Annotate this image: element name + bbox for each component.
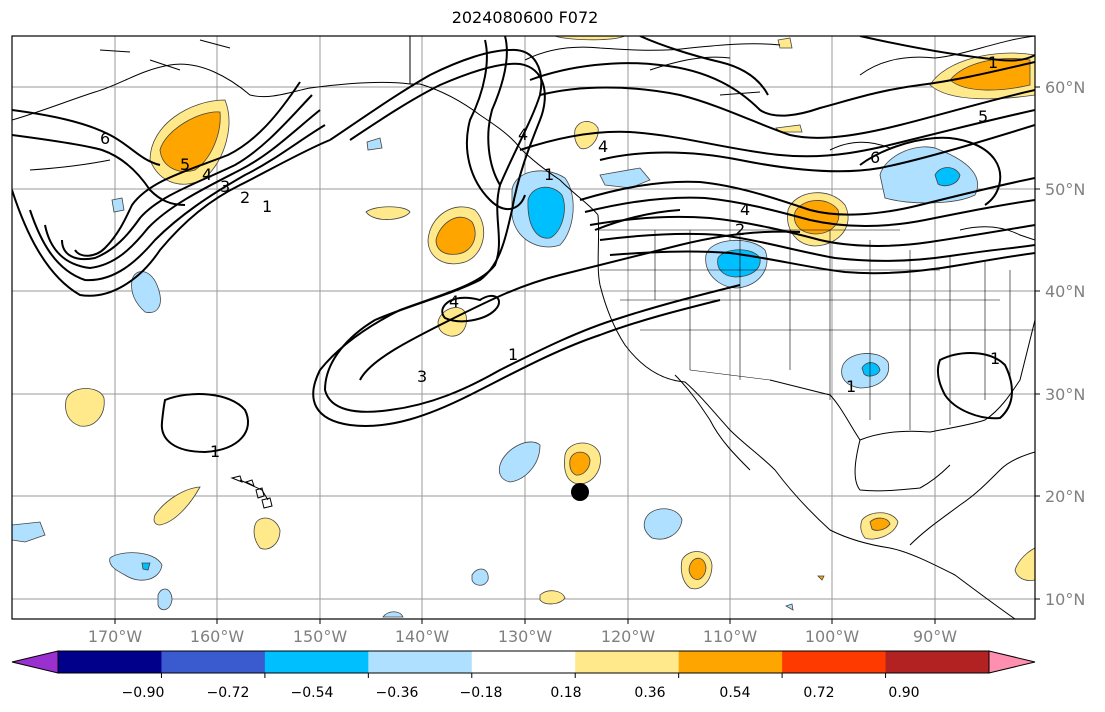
colorbar-segment — [782, 651, 887, 673]
colorbar-segment — [161, 651, 266, 673]
lat-label-60n: 60°N — [1045, 78, 1086, 97]
svg-text:4: 4 — [449, 292, 459, 311]
lon-label-140w: 140°W — [394, 627, 450, 646]
lon-label-110w: 110°W — [702, 627, 758, 646]
colorbar-extend-high — [988, 650, 1036, 674]
svg-text:1: 1 — [988, 53, 998, 72]
map-title: 2024080600 F072 — [451, 8, 599, 27]
svg-text:1: 1 — [210, 442, 220, 461]
svg-text:2: 2 — [735, 220, 745, 239]
state-borders — [598, 229, 1035, 430]
svg-text:1: 1 — [544, 165, 554, 184]
svg-text:3: 3 — [417, 367, 427, 386]
positive-anomaly-patches — [65, 36, 1035, 605]
svg-text:1: 1 — [990, 349, 1000, 368]
hawaii-islands — [230, 475, 273, 509]
svg-text:5: 5 — [180, 155, 190, 174]
colorbar-segment — [885, 651, 990, 673]
svg-text:4: 4 — [518, 125, 528, 144]
svg-text:5: 5 — [978, 107, 988, 126]
lon-label-120w: 120°W — [600, 627, 656, 646]
colorbar-label: 0.54 — [719, 685, 751, 701]
colorbar-label: 0.36 — [634, 685, 666, 701]
colorbar-label: 0.90 — [888, 685, 920, 701]
lon-label-130w: 130°W — [497, 627, 553, 646]
contour-labels: 1 2 3 4 5 6 1 2 4 6 5 1 1 3 4 1 1 1 4 4 — [100, 53, 1000, 461]
lon-label-170w: 170°W — [87, 627, 143, 646]
svg-text:4: 4 — [598, 137, 608, 156]
svg-text:1: 1 — [262, 197, 272, 216]
svg-text:2: 2 — [240, 188, 250, 207]
lon-label-100w: 100°W — [804, 627, 860, 646]
colorbar-segment — [575, 651, 680, 673]
lat-label-40n: 40°N — [1045, 282, 1086, 301]
svg-text:3: 3 — [220, 177, 230, 196]
colorbar-label: 0.72 — [803, 685, 835, 701]
svg-text:1: 1 — [508, 345, 518, 364]
colorbar-segment — [471, 651, 576, 673]
svg-text:4: 4 — [202, 165, 212, 184]
svg-text:1: 1 — [846, 377, 856, 396]
location-marker — [571, 483, 589, 501]
colorbar-label: −0.90 — [121, 685, 165, 701]
colorbar-label: −0.54 — [290, 685, 334, 701]
lat-label-30n: 30°N — [1045, 385, 1086, 404]
contour-lines — [12, 36, 1035, 454]
colorbar-segment — [58, 651, 162, 673]
lon-label-160w: 160°W — [189, 627, 245, 646]
colorbar-label: 0.18 — [550, 685, 582, 701]
colorbar-segment — [368, 651, 473, 673]
lat-label-10n: 10°N — [1045, 590, 1086, 609]
axis-ticks — [114, 86, 1040, 624]
lat-label-50n: 50°N — [1045, 180, 1086, 199]
colorbar-label: −0.72 — [206, 685, 250, 701]
colorbar-extend-low — [11, 650, 59, 674]
colorbar-label: −0.18 — [459, 685, 503, 701]
colorbar-label: −0.36 — [375, 685, 419, 701]
svg-text:6: 6 — [870, 148, 880, 167]
colorbar-frame — [57, 650, 990, 674]
lon-label-90w: 90°W — [912, 627, 958, 646]
colorbar — [11, 650, 1036, 678]
colorbar-segment — [264, 651, 369, 673]
lon-label-150w: 150°W — [292, 627, 348, 646]
colorbar-segment — [678, 651, 783, 673]
svg-text:4: 4 — [740, 200, 750, 219]
coastlines — [12, 36, 1035, 619]
svg-text:6: 6 — [100, 129, 110, 148]
negative-anomaly-patches — [12, 137, 978, 618]
graticule — [12, 36, 1035, 619]
lat-label-20n: 20°N — [1045, 487, 1086, 506]
map-frame — [11, 35, 1036, 620]
